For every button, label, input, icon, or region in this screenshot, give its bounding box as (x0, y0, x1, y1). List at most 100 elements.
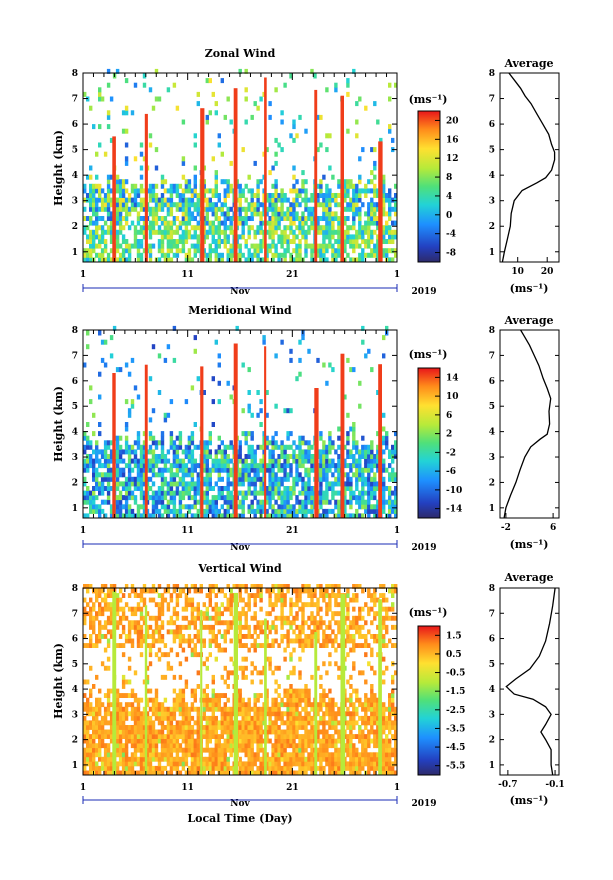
heatmap-cell (289, 689, 292, 694)
heatmap-cell (155, 221, 158, 226)
heatmap-cell (230, 188, 233, 193)
heatmap-cell (143, 598, 146, 603)
heatmap-cell (119, 436, 122, 441)
heatmap-cell (83, 92, 86, 97)
heatmap-cell (280, 202, 283, 207)
heatmap-cell (209, 248, 212, 253)
heatmap-cell (173, 757, 176, 762)
heatmap-cell (274, 463, 277, 468)
heatmap-cell (352, 244, 355, 249)
heatmap-cell (218, 616, 221, 621)
heatmap-cell (161, 486, 164, 491)
heatmap-cell (358, 198, 361, 203)
profile-x-tick-label: 20 (541, 267, 554, 277)
heatmap-cell (155, 230, 158, 235)
heatmap-cell (161, 500, 164, 505)
heatmap-cell (304, 504, 307, 509)
heatmap-cell (131, 184, 134, 189)
heatmap-spike (341, 354, 345, 518)
heatmap-cell (259, 216, 262, 221)
heatmap-cell (256, 445, 259, 450)
heatmap-cell (224, 707, 227, 712)
colorbar-tick-label: -4 (446, 230, 456, 240)
heatmap-cell (212, 156, 215, 161)
heatmap-cell (152, 629, 155, 634)
heatmap-cell (224, 445, 227, 450)
heatmap-cell (239, 757, 242, 762)
heatmap-cell (218, 707, 221, 712)
heatmap-cell (254, 666, 257, 671)
colorbar-tick-label: -10 (446, 486, 462, 496)
heatmap-cell (212, 207, 215, 212)
heatmap-cell (239, 761, 242, 766)
heatmap-cell (271, 730, 274, 735)
heatmap-cell (116, 472, 119, 477)
heatmap-cell (161, 495, 164, 500)
heatmap-cell (182, 202, 185, 207)
heatmap-cell (295, 216, 298, 221)
heatmap-cell (310, 486, 313, 491)
heatmap-cell (242, 188, 245, 193)
heatmap-cell (179, 675, 182, 680)
heatmap-cell (101, 761, 104, 766)
heatmap-cell (218, 752, 221, 757)
heatmap-cell (182, 230, 185, 235)
heatmap-cell (271, 198, 274, 203)
heatmap-cell (158, 97, 161, 102)
heatmap-cell (283, 253, 286, 258)
heatmap-cell (337, 504, 340, 509)
heatmap-cell (230, 620, 233, 625)
heatmap-cell (155, 495, 158, 500)
heatmap-cell (307, 216, 310, 221)
heatmap-cell (268, 707, 271, 712)
heatmap-cell (191, 468, 194, 473)
heatmap-cell (137, 431, 140, 436)
heatmap-cell (245, 198, 248, 203)
heatmap-cell (280, 449, 283, 454)
heatmap-cell (158, 634, 161, 639)
heatmap-cell (227, 463, 230, 468)
heatmap-cell (268, 730, 271, 735)
heatmap-cell (221, 179, 224, 184)
heatmap-cell (227, 602, 230, 607)
heatmap-cell (391, 472, 394, 477)
heatmap-cell (164, 234, 167, 239)
heatmap-cell (212, 463, 215, 468)
heatmap-cell (95, 634, 98, 639)
heatmap-cell (259, 607, 262, 612)
heatmap-cell (170, 193, 173, 198)
heatmap-cell (307, 211, 310, 216)
heatmap-cell (325, 468, 328, 473)
heatmap-cell (98, 491, 101, 496)
heatmap-cell (161, 248, 164, 253)
heatmap-cell (224, 593, 227, 598)
heatmap-cell (155, 739, 158, 744)
heatmap-cell (391, 468, 394, 473)
heatmap-cell (149, 188, 152, 193)
heatmap-cell (268, 101, 271, 106)
heatmap-cell (286, 629, 289, 634)
heatmap-cell (83, 459, 86, 464)
heatmap-cell (364, 463, 367, 468)
heatmap-cell (179, 757, 182, 762)
heatmap-cell (310, 207, 313, 212)
heatmap-cell (206, 716, 209, 721)
heatmap-cell (334, 202, 337, 207)
heatmap-cell (271, 720, 274, 725)
heatmap-cell (116, 486, 119, 491)
heatmap-cell (116, 179, 119, 184)
heatmap-cell (277, 486, 280, 491)
y-tick-label: 4 (72, 171, 78, 181)
heatmap-cell (251, 743, 254, 748)
heatmap-cell (95, 495, 98, 500)
heatmap-cell (364, 500, 367, 505)
heatmap-cell (188, 179, 191, 184)
heatmap-cell (116, 449, 119, 454)
heatmap-cell (355, 495, 358, 500)
heatmap-cell (125, 500, 128, 505)
heatmap-cell (248, 766, 251, 771)
heatmap-cell (155, 602, 158, 607)
heatmap-cell (164, 652, 167, 657)
heatmap-cell (224, 179, 227, 184)
heatmap-cell (277, 198, 280, 203)
